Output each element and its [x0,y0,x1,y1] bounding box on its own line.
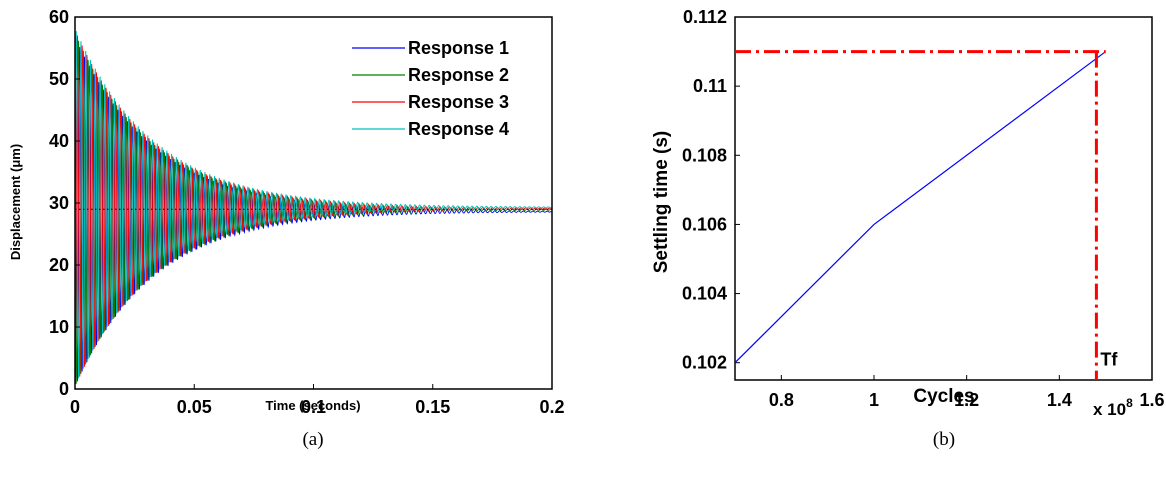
chart-a-y-tick-label: 0 [59,379,69,399]
chart-a-y-tick-label: 20 [49,255,69,275]
chart-b-x-label: Cycles [913,386,974,407]
chart-b-x-tick-label: 1.2 [954,390,979,410]
chart-a-series-line-4 [74,30,553,379]
chart-a-y-tick-label: 50 [49,69,69,89]
chart-b-axes-box [734,16,1153,381]
chart-a-x-label: Time (seconds) [265,398,360,413]
chart-b-y-tick-label: 0.104 [682,284,727,304]
chart-b-x-tick-label: 1.4 [1047,390,1072,410]
chart-b-annotation-tf: Tf [1100,350,1118,370]
chart-b-y-tick-label: 0.102 [682,353,727,373]
chart-a-x-tick-label: 0.1 [301,397,326,417]
chart-a-series-group [74,30,553,388]
chart-a-y-tick-label: 10 [49,317,69,337]
chart-b-y-tick-label: 0.108 [682,145,727,165]
chart-a-x-tick-label: 0.15 [415,397,450,417]
chart-b-series-line [734,51,1107,364]
chart-a-y-label: Displacement (μm) [8,144,23,260]
chart-b-x-ticks: 0.8 1 1.2 1.4 1.6 [769,375,1165,410]
chart-b-x-tick-label: 1 [869,390,879,410]
chart-b-x-tick-label: 0.8 [769,390,794,410]
chart-a-legend-label-3: Response 3 [408,92,509,112]
chart-a-x-tick-label: 0.05 [177,397,212,417]
chart-a-y-tick-label: 40 [49,131,69,151]
chart-a-series-line-3 [74,35,553,388]
chart-b-caption: (b) [933,429,955,450]
chart-a-legend-label-4: Response 4 [408,119,509,139]
chart-a-caption: (a) [302,429,323,450]
chart-a-x-tick-label: 0.2 [539,397,564,417]
chart-b-x-tick-label: 1.6 [1139,390,1164,410]
chart-a-y-tick-label: 30 [49,193,69,213]
chart-a-y-ticks: 0 10 20 30 40 50 60 [49,7,80,399]
chart-a-x-ticks: 0 0.05 0.1 0.15 0.2 [70,384,565,417]
chart-a: 0 0.05 0.1 0.15 0.2 0 10 20 30 40 50 60 Time (seco… [8,7,565,450]
chart-b: 0.8 1 1.2 1.4 1.6 0.1020.1040.1060.1080.110.… [651,7,1165,450]
chart-a-legend: Response 1 Response 2 Response 3 Response 4 [352,38,509,139]
chart-a-y-tick-label: 60 [49,7,69,27]
chart-a-legend-label-2: Response 2 [408,65,509,85]
chart-a-x-tick-label: 0 [70,397,80,417]
chart-b-y-label: Settling time (s) [651,131,672,274]
chart-b-y-tick-label: 0.106 [682,214,727,234]
chart-b-x-multiplier: x 108 [1093,396,1133,419]
chart-b-y-tick-label: 0.11 [693,76,727,96]
chart-b-y-tick-label: 0.112 [683,7,727,27]
chart-a-legend-label-1: Response 1 [408,38,509,58]
chart-b-y-ticks: 0.102 0.104 0.106 0.108 0.11 0.112 [682,7,740,373]
